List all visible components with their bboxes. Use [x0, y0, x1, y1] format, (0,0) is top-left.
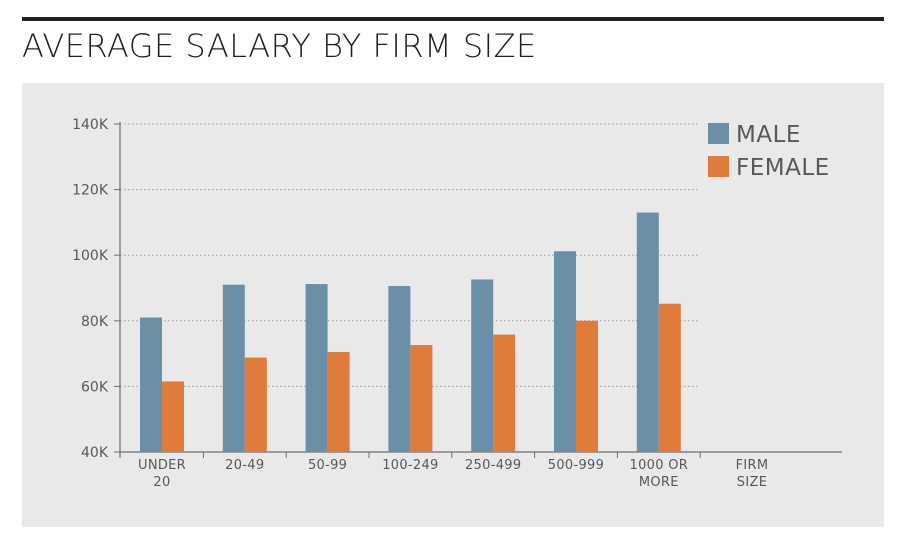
y-tick-label: 40K	[81, 445, 109, 461]
legend-swatch-male	[708, 123, 729, 144]
y-tick-label: 80K	[81, 314, 109, 330]
bar-male	[471, 279, 494, 452]
legend-label-female: FEMALE	[736, 155, 830, 181]
bar-female	[493, 334, 516, 452]
x-tick-label: 50-99	[308, 458, 347, 473]
y-tick-label: 140K	[72, 117, 109, 133]
x-tick-label: 20-49	[225, 458, 264, 473]
bar-male	[222, 284, 245, 452]
top-rule	[22, 17, 884, 21]
bar-male	[305, 284, 328, 452]
bar-female	[576, 320, 598, 452]
x-axis-title: FIRM SIZE	[736, 458, 769, 490]
chart-title: AVERAGE SALARY BY FIRM SIZE	[22, 27, 537, 65]
bar-male	[388, 286, 411, 452]
bar-female	[244, 357, 267, 452]
x-tick-label: UNDER 20	[138, 458, 186, 490]
bar-female	[327, 351, 350, 452]
x-tick-label: 1000 OR MORE	[630, 458, 689, 490]
y-tick-label: 100K	[72, 248, 109, 264]
y-tick-label: 120K	[72, 183, 109, 199]
legend-label-male: MALE	[736, 122, 801, 148]
bar-female	[658, 303, 681, 452]
chart-panel	[22, 83, 884, 527]
bar-male	[554, 251, 576, 452]
x-tick-label: 500-999	[548, 458, 604, 473]
y-tick-label: 60K	[81, 379, 109, 395]
bar-male	[636, 212, 659, 452]
x-tick-label: 100-249	[382, 458, 438, 473]
x-tick-label: 250-499	[465, 458, 521, 473]
legend-swatch-female	[708, 156, 729, 177]
bar-female	[410, 345, 433, 452]
bar-female	[162, 381, 184, 452]
bar-male	[140, 317, 162, 452]
